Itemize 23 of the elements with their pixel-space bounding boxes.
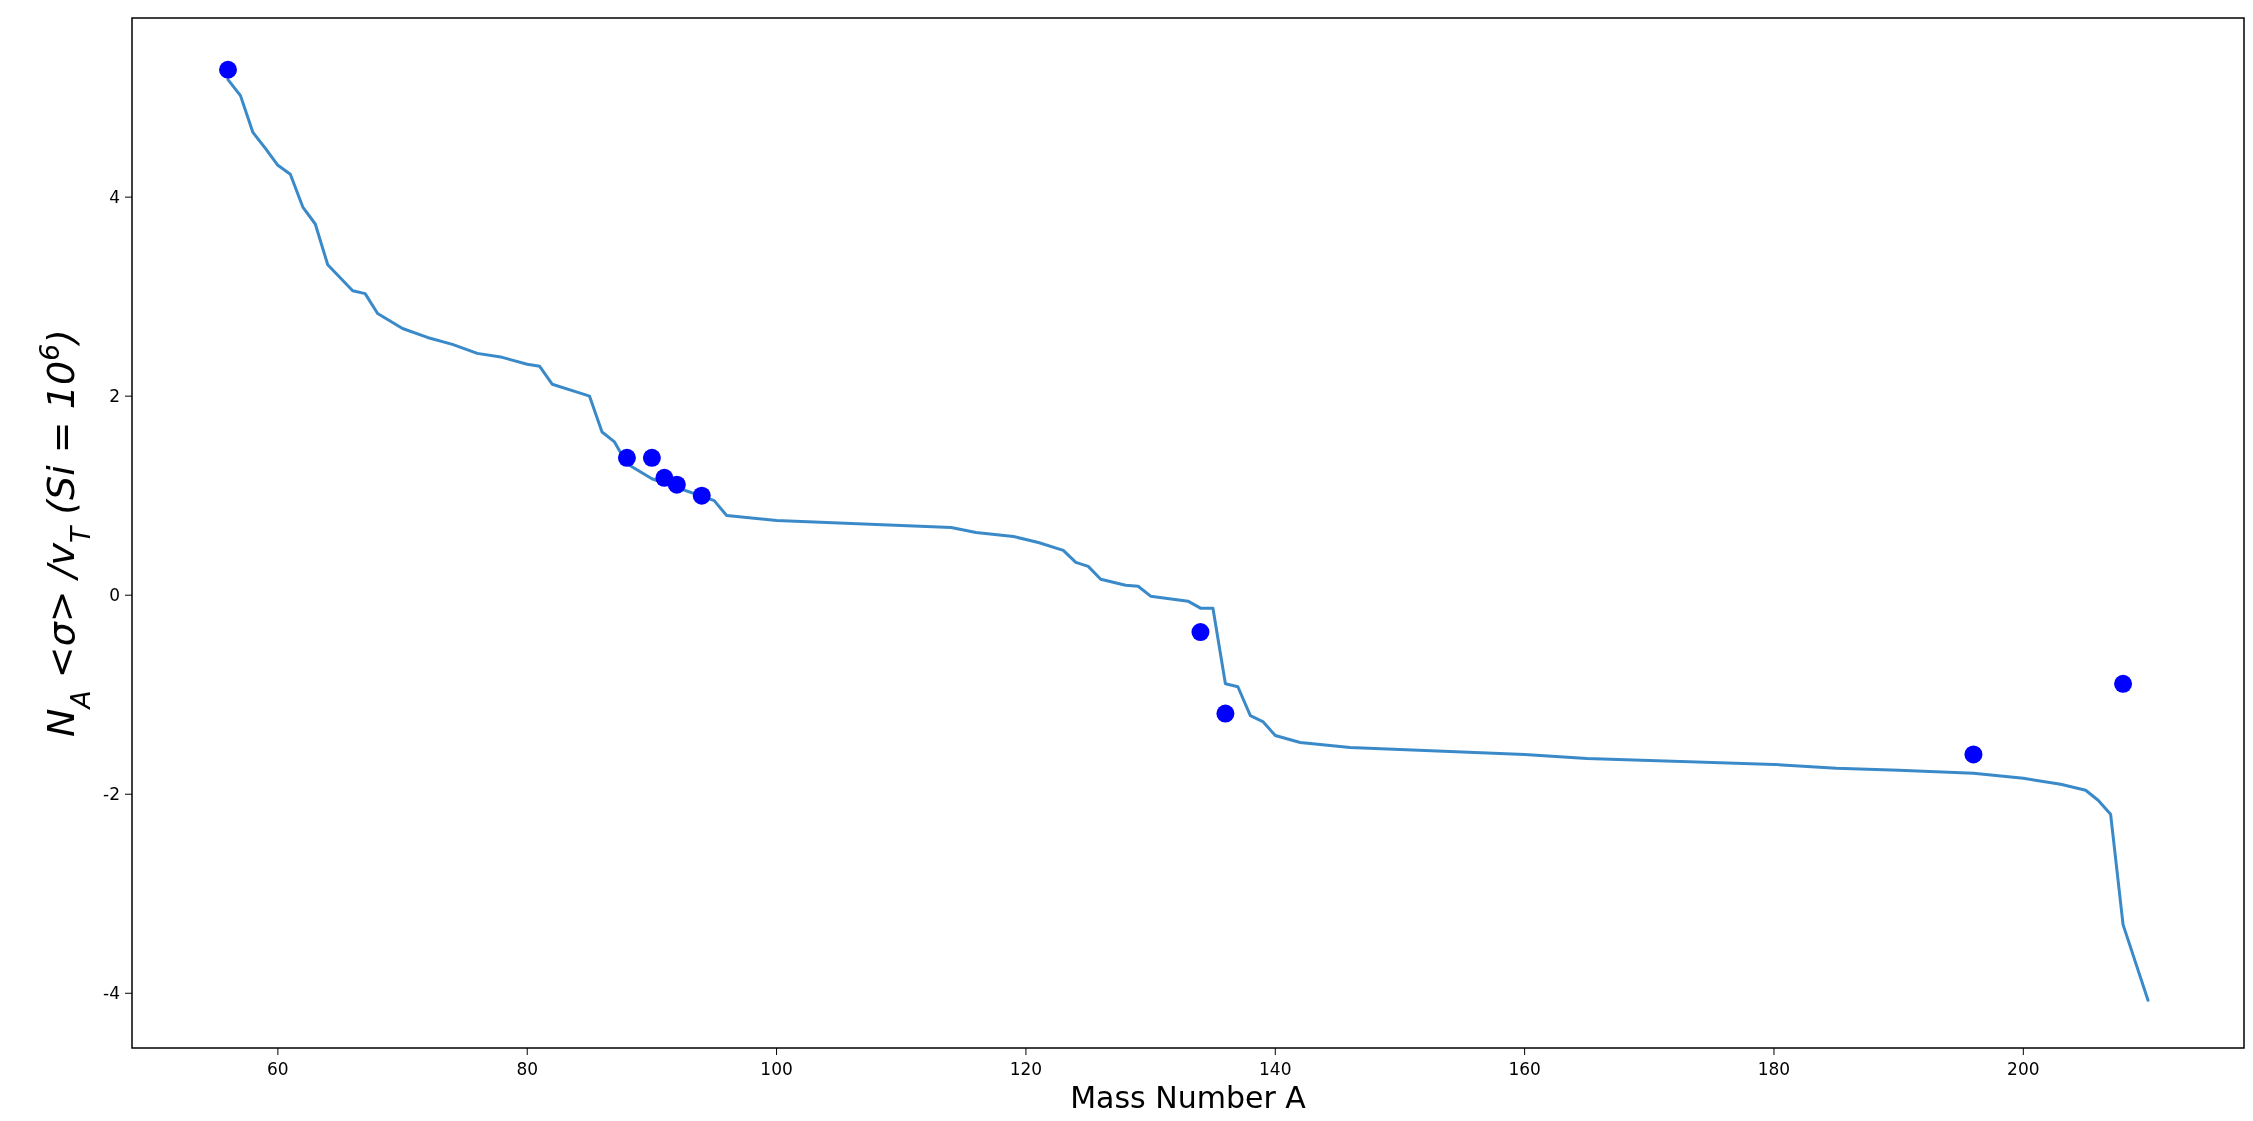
y-tick-label: 4	[109, 187, 120, 208]
x-tick-label: 100	[760, 1059, 793, 1079]
y-tick-label: 2	[109, 386, 120, 407]
point	[2114, 674, 2133, 693]
point	[617, 448, 636, 467]
x-tick-label: 160	[1508, 1059, 1541, 1079]
x-tick-label: 120	[1009, 1059, 1043, 1079]
x-tick-label: 180	[1757, 1059, 1791, 1079]
point	[219, 60, 237, 79]
point	[1216, 704, 1235, 723]
point	[642, 448, 661, 467]
point	[667, 475, 686, 494]
x-tick-label: 200	[2007, 1059, 2040, 1079]
x-tick-label: 60	[267, 1059, 289, 1079]
y-tick-label: 0	[109, 585, 120, 606]
y-tick-label: -4	[103, 983, 120, 1004]
x-axis-title: Mass Number A	[1070, 1080, 1307, 1115]
x-tick-label: 140	[1259, 1059, 1292, 1079]
y-tick-label: -2	[103, 784, 120, 805]
x-tick-label: 80	[516, 1059, 539, 1079]
point	[1964, 745, 1983, 764]
point	[1191, 623, 1210, 642]
point	[692, 486, 711, 505]
